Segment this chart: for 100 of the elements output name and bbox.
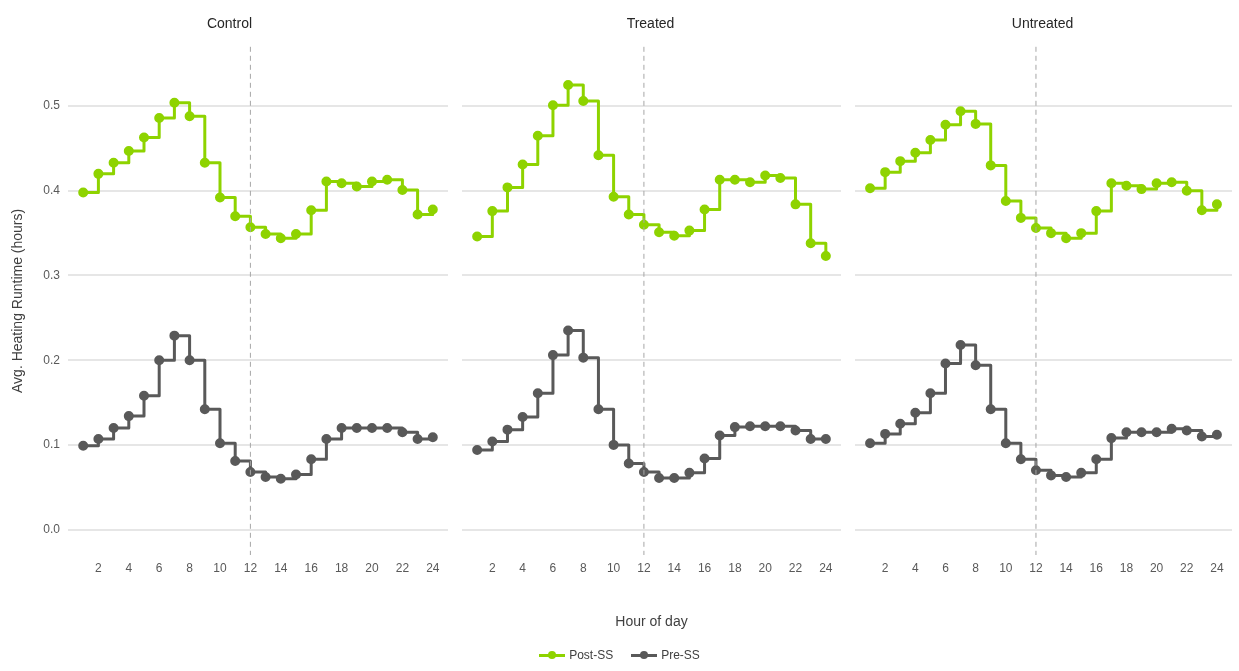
point <box>336 422 347 433</box>
point <box>275 473 286 484</box>
point <box>1076 228 1087 239</box>
y-tick-label: 0.1 <box>43 437 61 452</box>
point <box>578 352 589 363</box>
point <box>910 407 921 418</box>
point <box>865 438 876 449</box>
point <box>1136 184 1147 195</box>
point <box>321 176 332 187</box>
point <box>139 390 149 401</box>
point <box>820 433 831 444</box>
point <box>1151 178 1162 189</box>
x-tick-label: 24 <box>426 560 440 575</box>
point <box>547 350 558 361</box>
point <box>760 421 771 432</box>
point <box>563 79 574 90</box>
x-tick-label: 24 <box>1210 560 1224 575</box>
point <box>925 134 936 145</box>
x-tick-label: 8 <box>972 560 980 575</box>
point <box>108 157 119 168</box>
point <box>93 168 104 179</box>
x-tick-label: 6 <box>942 560 950 575</box>
point <box>351 422 362 433</box>
point <box>1061 472 1072 483</box>
point <box>78 440 89 451</box>
point <box>108 422 119 433</box>
point <box>970 360 981 371</box>
point <box>502 182 513 193</box>
point <box>1076 467 1087 478</box>
point <box>745 421 756 432</box>
point <box>169 97 180 108</box>
y-tick-label: 0.2 <box>43 352 61 367</box>
point <box>427 432 438 443</box>
point <box>805 238 816 249</box>
point <box>1015 454 1026 465</box>
point <box>940 358 951 369</box>
x-tick-label: 4 <box>125 560 133 575</box>
point <box>199 157 210 168</box>
point <box>397 184 408 195</box>
point <box>865 183 876 194</box>
point <box>215 438 225 449</box>
point <box>532 130 543 141</box>
point <box>699 204 710 215</box>
x-tick-label: 14 <box>667 560 682 575</box>
point <box>910 147 921 158</box>
point <box>775 421 786 432</box>
point <box>139 132 149 143</box>
point <box>184 111 195 122</box>
x-tick-label: 16 <box>697 560 712 575</box>
point <box>154 355 165 366</box>
point <box>955 339 966 350</box>
point <box>895 418 906 429</box>
point <box>714 430 725 441</box>
point <box>1046 228 1057 239</box>
point <box>306 205 317 216</box>
point <box>654 472 665 483</box>
x-tick-label: 8 <box>579 560 587 575</box>
x-tick-label: 18 <box>334 560 349 575</box>
point <box>412 433 423 444</box>
x-tick-label: 8 <box>186 560 194 575</box>
point <box>532 388 543 399</box>
point <box>578 96 589 107</box>
point <box>291 228 301 239</box>
point <box>563 325 574 336</box>
point <box>78 187 89 198</box>
y-tick-label: 0.0 <box>43 521 61 536</box>
point <box>760 170 771 181</box>
point <box>1015 212 1026 223</box>
x-tick-label: 12 <box>1029 560 1043 575</box>
legend-label: Post-SS <box>569 648 614 662</box>
point <box>970 118 981 129</box>
point <box>608 439 619 450</box>
point <box>925 388 936 399</box>
point <box>260 228 271 239</box>
point <box>472 444 483 455</box>
point <box>487 206 498 217</box>
x-tick-label: 2 <box>488 560 496 575</box>
point <box>382 422 393 433</box>
x-tick-label: 10 <box>606 560 621 575</box>
point <box>1106 178 1117 189</box>
point <box>367 176 377 187</box>
point <box>154 112 165 123</box>
point <box>775 173 786 184</box>
x-tick-label: 20 <box>1149 560 1164 575</box>
x-tick-label: 12 <box>637 560 651 575</box>
point <box>93 433 104 444</box>
x-tick-label: 6 <box>155 560 163 575</box>
point <box>336 178 347 189</box>
point <box>1136 427 1147 438</box>
point <box>1046 470 1057 481</box>
x-tick-label: 22 <box>788 560 803 575</box>
point <box>608 191 619 202</box>
point <box>1166 177 1177 188</box>
point <box>1181 185 1192 196</box>
point <box>199 404 210 415</box>
point <box>427 204 438 215</box>
point <box>790 199 801 210</box>
x-tick-label: 22 <box>1180 560 1194 575</box>
point <box>306 454 317 465</box>
point <box>1121 427 1132 438</box>
